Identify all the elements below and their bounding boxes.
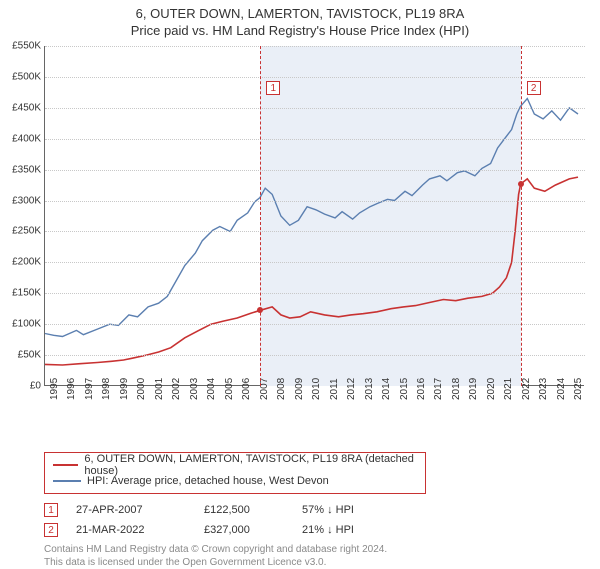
x-axis-label: 2005 bbox=[224, 378, 235, 400]
plot-area: £0£50K£100K£150K£200K£250K£300K£350K£400… bbox=[44, 46, 584, 386]
x-axis-label: 2001 bbox=[154, 378, 165, 400]
x-axis-label: 2019 bbox=[468, 378, 479, 400]
x-axis-label: 2011 bbox=[329, 378, 340, 400]
footnote: Contains HM Land Registry data © Crown c… bbox=[44, 544, 588, 569]
x-axis-label: 1997 bbox=[84, 378, 95, 400]
gridline bbox=[45, 201, 585, 202]
x-axis-label: 2006 bbox=[241, 378, 252, 400]
x-axis-label: 2002 bbox=[171, 378, 182, 400]
x-axis-label: 2020 bbox=[486, 378, 497, 400]
datapoint-date: 21-MAR-2022 bbox=[76, 524, 186, 536]
legend-row: 6, OUTER DOWN, LAMERTON, TAVISTOCK, PL19… bbox=[53, 457, 417, 473]
datapoint-row: 2 21-MAR-2022 £327,000 21% ↓ HPI bbox=[44, 520, 588, 540]
x-axis-label: 2000 bbox=[136, 378, 147, 400]
legend-swatch bbox=[53, 480, 81, 482]
sale-point-dot bbox=[518, 181, 524, 187]
gridline bbox=[45, 46, 585, 47]
gridline bbox=[45, 170, 585, 171]
datapoint-marker: 2 bbox=[44, 523, 58, 537]
chart-lines bbox=[45, 46, 585, 386]
sale-marker-box: 1 bbox=[266, 81, 280, 95]
x-axis-label: 2022 bbox=[521, 378, 532, 400]
x-axis-label: 2008 bbox=[276, 378, 287, 400]
x-axis-label: 1998 bbox=[101, 378, 112, 400]
y-axis-label: £300K bbox=[1, 195, 41, 206]
x-axis-label: 1999 bbox=[119, 378, 130, 400]
sale-vertical-line bbox=[260, 46, 261, 386]
y-axis-label: £450K bbox=[1, 102, 41, 113]
gridline bbox=[45, 355, 585, 356]
legend-label: HPI: Average price, detached house, West… bbox=[87, 475, 329, 487]
footnote-line-2: This data is licensed under the Open Gov… bbox=[44, 557, 588, 569]
x-axis-label: 2013 bbox=[364, 378, 375, 400]
x-axis-label: 2016 bbox=[416, 378, 427, 400]
x-axis-label: 2018 bbox=[451, 378, 462, 400]
chart-title-address: 6, OUTER DOWN, LAMERTON, TAVISTOCK, PL19… bbox=[0, 6, 600, 21]
x-axis-label: 2025 bbox=[573, 378, 584, 400]
datapoint-marker: 1 bbox=[44, 503, 58, 517]
legend-swatch bbox=[53, 464, 78, 466]
gridline bbox=[45, 108, 585, 109]
y-axis-label: £100K bbox=[1, 319, 41, 330]
series-hpi bbox=[45, 99, 578, 337]
footnote-line-1: Contains HM Land Registry data © Crown c… bbox=[44, 544, 588, 557]
series-prop bbox=[45, 177, 578, 365]
datapoint-hpi-delta: 57% ↓ HPI bbox=[302, 504, 354, 516]
x-axis-label: 2009 bbox=[294, 378, 305, 400]
chart-area: £0£50K£100K£150K£200K£250K£300K£350K£400… bbox=[44, 46, 588, 416]
x-axis-label: 1996 bbox=[66, 378, 77, 400]
x-axis-label: 2015 bbox=[399, 378, 410, 400]
sale-point-dot bbox=[257, 307, 263, 313]
y-axis-label: £0 bbox=[1, 381, 41, 392]
y-axis-label: £400K bbox=[1, 133, 41, 144]
datapoint-price: £122,500 bbox=[204, 504, 284, 516]
x-axis-label: 2003 bbox=[189, 378, 200, 400]
x-axis-label: 1995 bbox=[49, 378, 60, 400]
legend-label: 6, OUTER DOWN, LAMERTON, TAVISTOCK, PL19… bbox=[84, 453, 417, 477]
chart-title-sub: Price paid vs. HM Land Registry's House … bbox=[0, 23, 600, 38]
gridline bbox=[45, 262, 585, 263]
x-axis-label: 2024 bbox=[556, 378, 567, 400]
x-axis-label: 2023 bbox=[538, 378, 549, 400]
sale-datapoints: 1 27-APR-2007 £122,500 57% ↓ HPI 2 21-MAR-202… bbox=[44, 500, 588, 540]
gridline bbox=[45, 139, 585, 140]
x-axis-label: 2017 bbox=[433, 378, 444, 400]
y-axis-label: £250K bbox=[1, 226, 41, 237]
legend-box: 6, OUTER DOWN, LAMERTON, TAVISTOCK, PL19… bbox=[44, 452, 426, 494]
y-axis-label: £50K bbox=[1, 350, 41, 361]
x-axis-label: 2004 bbox=[206, 378, 217, 400]
datapoint-row: 1 27-APR-2007 £122,500 57% ↓ HPI bbox=[44, 500, 588, 520]
x-axis-label: 2012 bbox=[346, 378, 357, 400]
sale-marker-box: 2 bbox=[527, 81, 541, 95]
gridline bbox=[45, 77, 585, 78]
y-axis-label: £500K bbox=[1, 71, 41, 82]
x-axis-label: 2010 bbox=[311, 378, 322, 400]
datapoint-hpi-delta: 21% ↓ HPI bbox=[302, 524, 354, 536]
x-axis-label: 2021 bbox=[503, 378, 514, 400]
datapoint-date: 27-APR-2007 bbox=[76, 504, 186, 516]
gridline bbox=[45, 324, 585, 325]
x-axis-label: 2014 bbox=[381, 378, 392, 400]
y-axis-label: £350K bbox=[1, 164, 41, 175]
gridline bbox=[45, 293, 585, 294]
y-axis-label: £200K bbox=[1, 257, 41, 268]
y-axis-label: £150K bbox=[1, 288, 41, 299]
datapoint-price: £327,000 bbox=[204, 524, 284, 536]
sale-vertical-line bbox=[521, 46, 522, 386]
y-axis-label: £550K bbox=[1, 41, 41, 52]
gridline bbox=[45, 231, 585, 232]
